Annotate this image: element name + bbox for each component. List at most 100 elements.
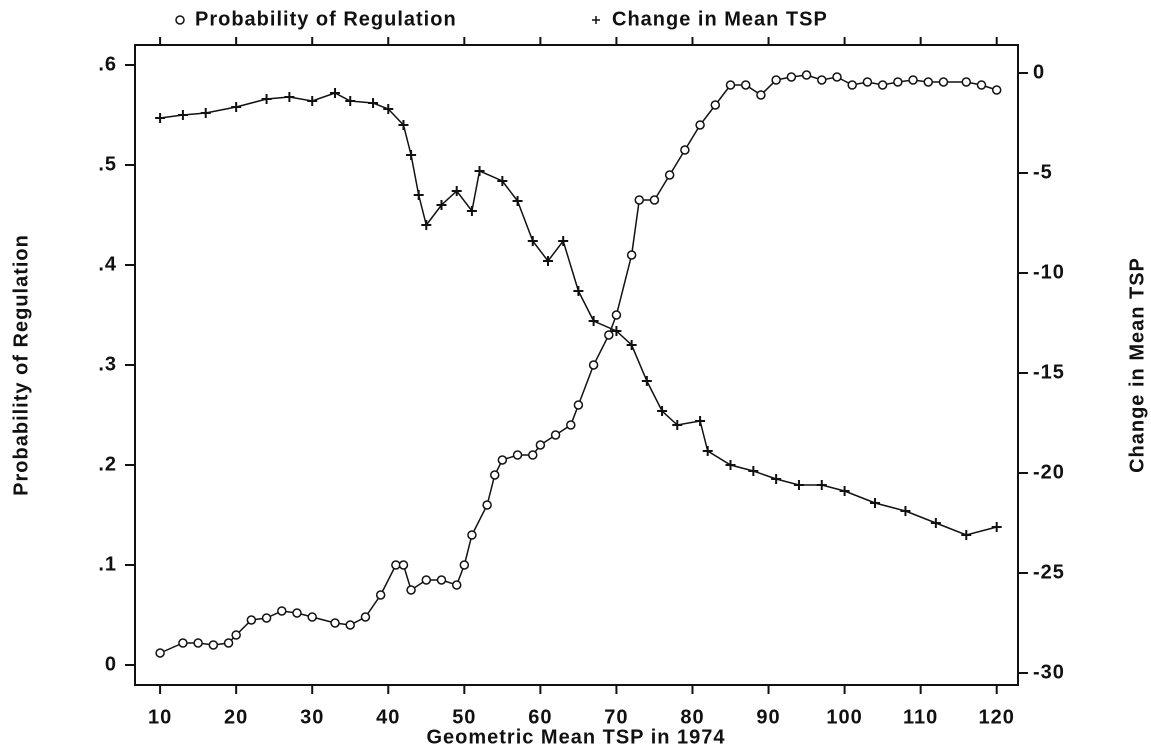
y-tick-label: .1 xyxy=(98,553,117,575)
x-tick-label: 10 xyxy=(148,706,172,728)
x-axis-title: Geometric Mean TSP in 1974 xyxy=(426,726,725,748)
circle-marker xyxy=(664,170,675,180)
circle-marker xyxy=(231,630,241,640)
plus-marker xyxy=(512,196,523,206)
circle-marker xyxy=(908,75,918,85)
x-tick-label: 20 xyxy=(224,706,248,728)
circle-marker xyxy=(360,612,371,622)
plus-marker xyxy=(155,113,166,123)
x-tick-label: 60 xyxy=(528,706,552,728)
circle-marker xyxy=(725,80,736,90)
x-tick-label: 70 xyxy=(604,706,628,728)
circle-marker xyxy=(695,120,705,130)
y-tick-label: 0 xyxy=(105,653,117,675)
circle-marker xyxy=(223,638,234,648)
legend-marker xyxy=(592,16,600,24)
plus-marker xyxy=(406,150,417,160)
circle-marker xyxy=(626,250,637,260)
circle-marker xyxy=(847,80,857,90)
circle-marker xyxy=(862,77,873,87)
plus-marker xyxy=(657,406,668,416)
plus-marker xyxy=(930,518,941,528)
x-tick-label: 120 xyxy=(979,706,1015,728)
circle-marker xyxy=(588,360,599,370)
plus-marker xyxy=(672,420,683,430)
circle-marker xyxy=(938,77,949,87)
y2-tick-label: -20 xyxy=(1033,461,1065,483)
plus-marker xyxy=(466,206,477,216)
plus-marker xyxy=(436,200,447,210)
plus-marker xyxy=(398,120,409,130)
plus-marker xyxy=(368,98,379,108)
plus-marker xyxy=(231,102,242,112)
plus-marker xyxy=(451,186,462,196)
plus-marker xyxy=(611,326,622,336)
plus-marker xyxy=(641,376,652,386)
circle-marker xyxy=(261,613,272,623)
y-tick-label: .2 xyxy=(98,453,117,475)
circle-marker xyxy=(771,75,781,85)
plus-marker xyxy=(900,506,911,516)
circle-marker xyxy=(307,612,317,622)
circle-marker xyxy=(391,560,401,570)
legend-marker xyxy=(175,15,185,25)
plus-marker xyxy=(542,256,553,266)
plus-marker xyxy=(177,110,188,120)
circle-marker xyxy=(801,70,812,80)
plus-marker xyxy=(474,166,485,176)
plot-frame xyxy=(134,44,1019,686)
y2-tick-label: 0 xyxy=(1033,61,1045,83)
plus-marker xyxy=(870,498,881,508)
plus-marker xyxy=(702,446,713,456)
x-tick-label: 40 xyxy=(376,706,400,728)
circle-marker xyxy=(451,580,462,590)
plus-marker xyxy=(200,108,211,118)
circle-marker xyxy=(961,77,972,87)
plus-marker xyxy=(307,96,318,106)
circle-marker xyxy=(611,310,622,320)
plus-marker xyxy=(421,220,432,230)
plus-marker xyxy=(725,460,736,470)
y-tick-label: .4 xyxy=(98,253,117,275)
circle-marker xyxy=(178,638,188,648)
plus-marker xyxy=(558,236,569,246)
circle-marker xyxy=(923,77,934,87)
plus-marker xyxy=(695,416,706,426)
x-tick-label: 100 xyxy=(826,706,862,728)
plus-marker xyxy=(588,316,599,326)
y-tick-label: .5 xyxy=(98,153,117,175)
circle-marker xyxy=(459,560,470,570)
y2-tick-label: -30 xyxy=(1033,661,1065,683)
plus-marker xyxy=(626,340,637,350)
circle-marker xyxy=(208,640,219,650)
plus-marker xyxy=(284,92,295,102)
circle-marker xyxy=(877,80,888,90)
plus-marker xyxy=(961,530,972,540)
plus-marker xyxy=(345,96,356,106)
y2-tick-label: -15 xyxy=(1033,361,1065,383)
circle-marker xyxy=(550,430,561,440)
x-tick-label: 80 xyxy=(680,706,704,728)
y2-tick-label: -5 xyxy=(1033,161,1053,183)
circle-marker xyxy=(375,590,386,600)
circle-marker xyxy=(246,615,257,625)
circle-marker xyxy=(330,618,340,628)
plus-marker xyxy=(383,104,394,114)
circle-marker xyxy=(976,80,987,90)
circle-marker xyxy=(756,90,766,100)
y2-tick-label: -25 xyxy=(1033,561,1065,583)
x-tick-label: 30 xyxy=(300,706,324,728)
x-tick-label: 90 xyxy=(756,706,780,728)
circle-marker xyxy=(832,72,842,82)
circle-marker xyxy=(277,606,287,616)
circle-marker xyxy=(482,500,492,510)
plus-marker xyxy=(771,474,782,484)
circle-marker xyxy=(740,80,751,90)
plus-marker xyxy=(748,466,759,476)
circle-marker xyxy=(292,608,302,618)
circle-marker xyxy=(497,455,508,465)
plus-marker xyxy=(497,176,508,186)
circle-marker xyxy=(893,77,903,87)
circle-marker xyxy=(991,85,1002,95)
